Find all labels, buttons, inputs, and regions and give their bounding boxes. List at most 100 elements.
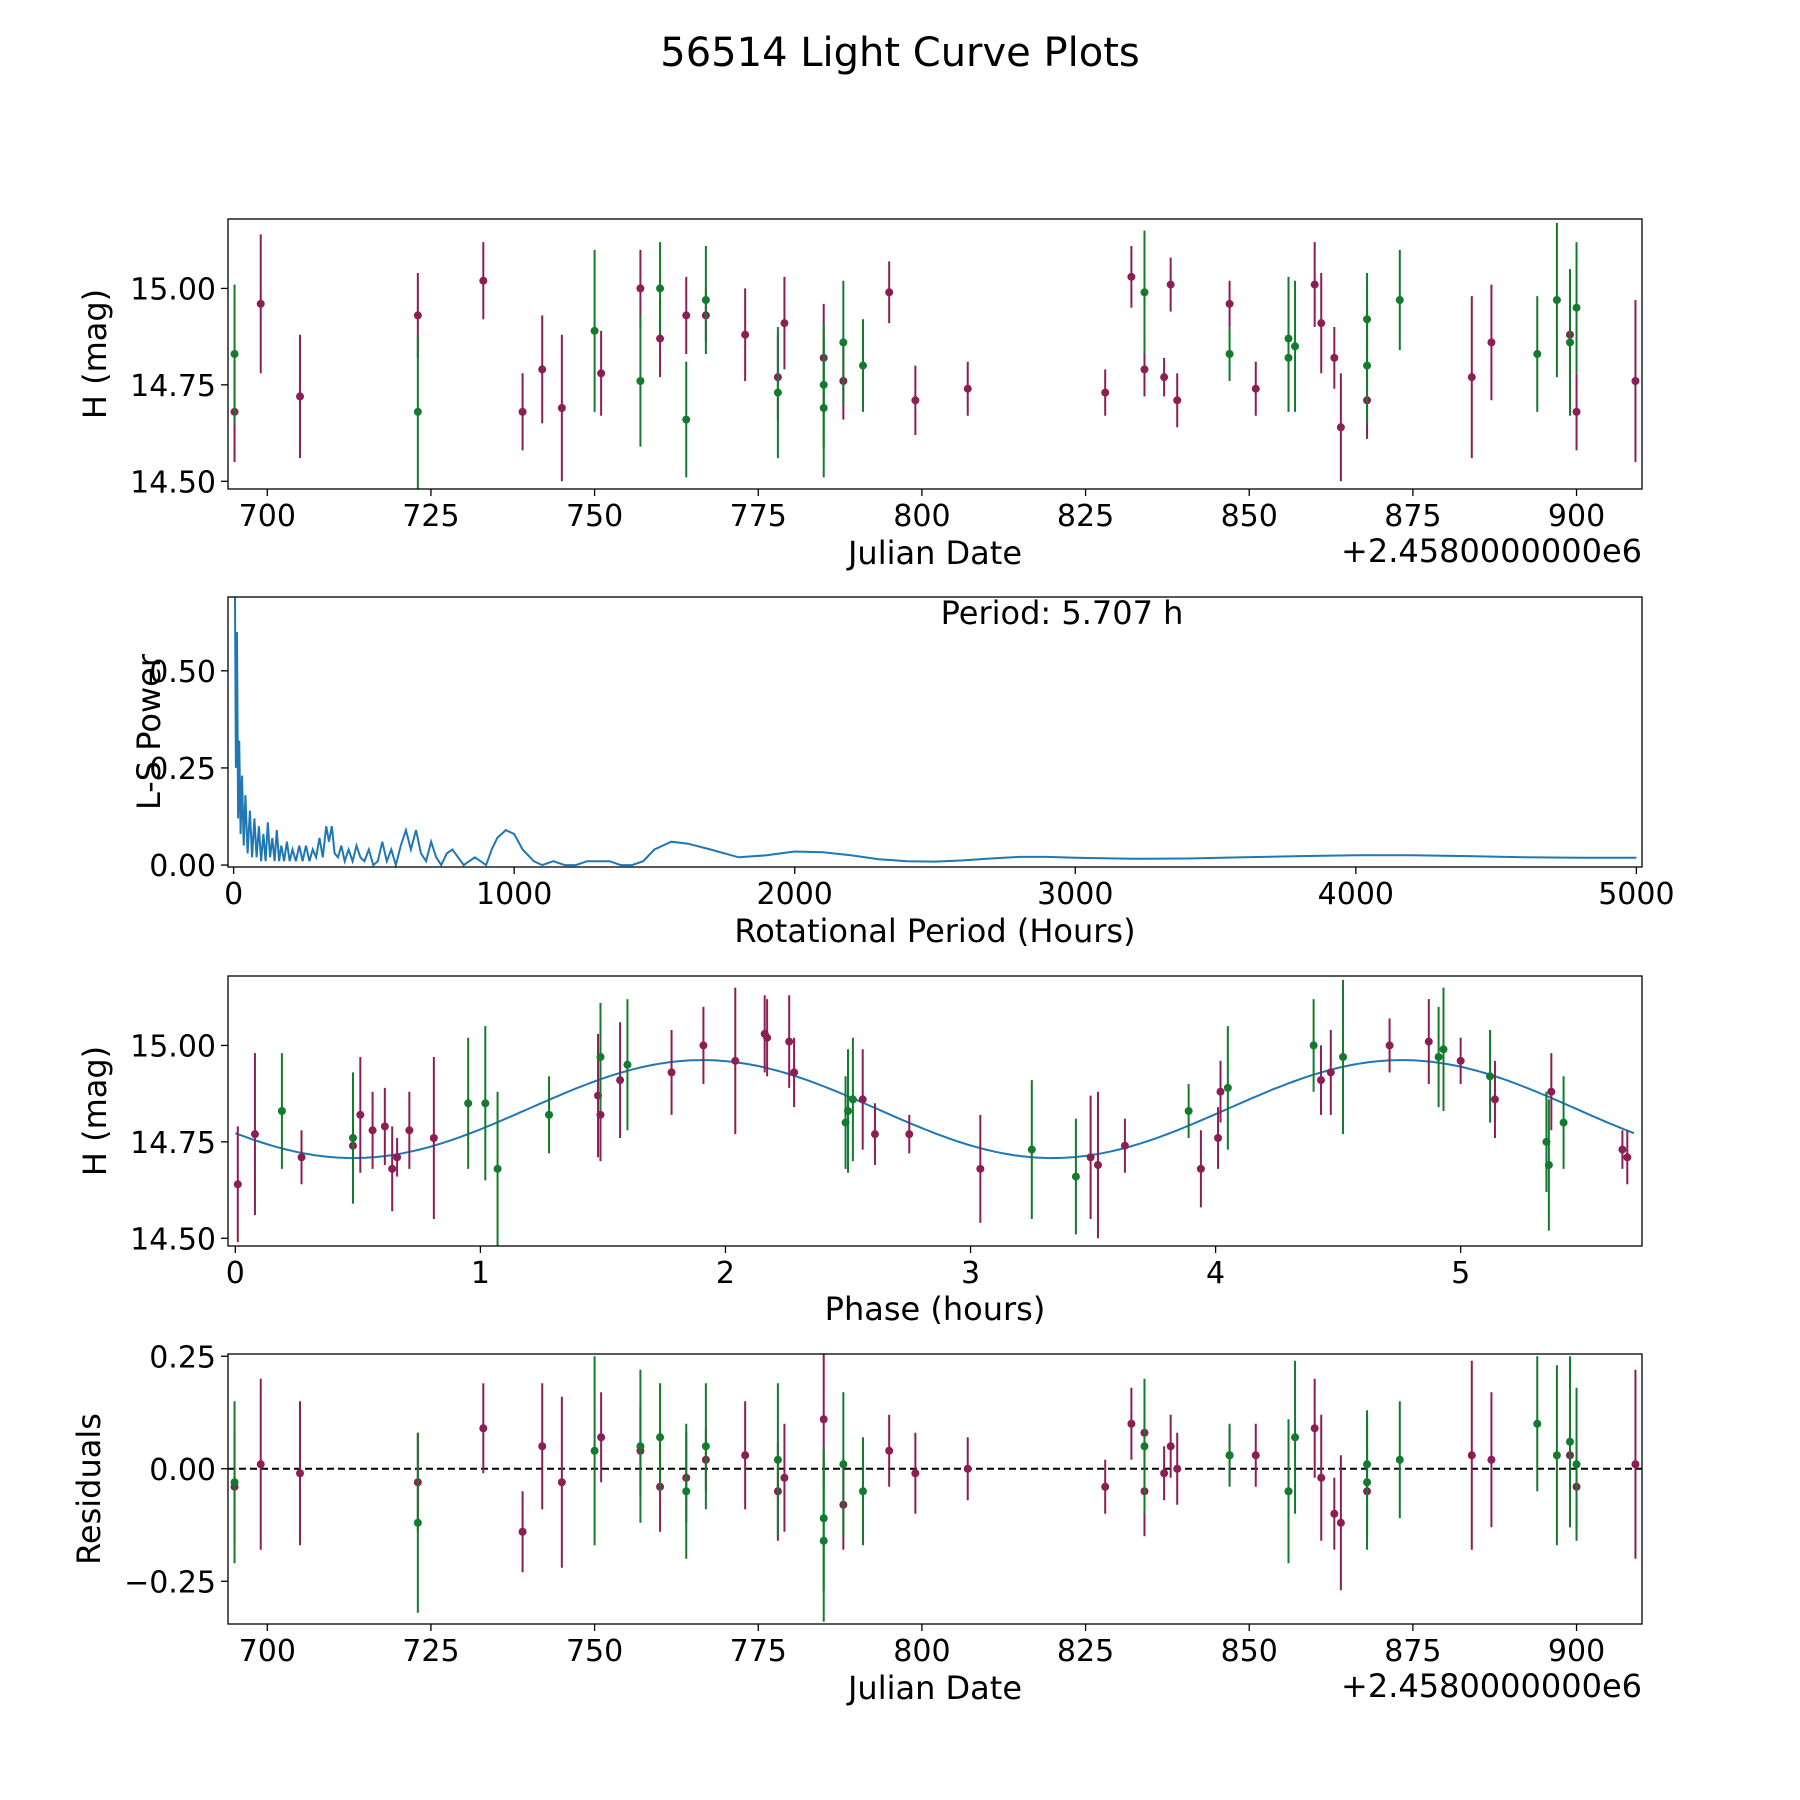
lightcurve-x-offset: +2.4580000000e6	[1341, 532, 1642, 570]
filter_a-point	[1467, 373, 1476, 382]
filter_a-point	[731, 1056, 740, 1065]
filter_a-point	[1166, 280, 1175, 289]
x-tick-label: 825	[1057, 499, 1114, 534]
filter_a-point	[1101, 388, 1110, 397]
filter_b-point	[773, 1455, 782, 1464]
filter_b-point	[545, 1110, 554, 1119]
filter_b-point	[1284, 353, 1293, 362]
filter_b-point	[682, 415, 691, 424]
periodogram-marks	[234, 596, 1637, 869]
filter_b-point	[413, 407, 422, 416]
filter_a-point	[976, 1164, 985, 1173]
filter_b-point	[819, 404, 828, 412]
filter_b-point	[1225, 1451, 1234, 1460]
filter_a-point	[479, 276, 488, 285]
filter_a-point	[858, 1095, 867, 1104]
filter_b-point	[1071, 1172, 1080, 1181]
residuals-x-offset: +2.4580000000e6	[1341, 1667, 1642, 1705]
y-tick-label: 0.00	[149, 849, 216, 884]
filter_a-point	[518, 407, 527, 416]
filter_b-point	[701, 1442, 710, 1451]
filter_b-point	[1184, 1107, 1193, 1115]
filter_a-point	[1160, 1469, 1169, 1478]
periodogram-panel: 0 1000 2000 3000 4000 5000 0.00 0.25 0.50 Period…	[130, 594, 1675, 950]
filter_a-point	[250, 1130, 259, 1139]
filter_b-point	[1552, 1451, 1561, 1460]
filter_b-point	[413, 1518, 422, 1527]
y-tick-label: 0.50	[149, 655, 216, 690]
filter_b-point	[230, 1478, 239, 1487]
filter_b-point	[1395, 1455, 1404, 1464]
filter_b-point	[1291, 342, 1300, 351]
filter_a-point	[1310, 1424, 1319, 1433]
filter_b-point	[623, 1060, 632, 1069]
filter_a-point	[296, 1469, 305, 1478]
filter_a-point	[656, 334, 665, 343]
filter_a-point	[429, 1134, 438, 1142]
filter_a-point	[557, 1478, 566, 1487]
filter_a-point	[1631, 377, 1640, 385]
filter_a-point	[763, 1033, 772, 1042]
filter_a-point	[393, 1153, 402, 1162]
filter_a-point	[1456, 1056, 1465, 1065]
filter_b-point	[839, 1460, 848, 1469]
filter_a-point	[963, 384, 972, 393]
filter_a-point	[1251, 384, 1260, 393]
lightcurve-panel: 700 725 750 775 800 825 850 875 900 14.50 14.75 15.…	[76, 218, 1643, 572]
filter_b-point	[1363, 1478, 1372, 1487]
period-annotation: Period: 5.707 h	[941, 594, 1184, 632]
filter_b-point	[701, 296, 710, 304]
filter_a-point	[1631, 1460, 1640, 1469]
periodogram-ticks: 0 1000 2000 3000 4000 5000 0.00 0.25 0.50	[149, 655, 1674, 912]
filter_b-point	[493, 1164, 502, 1173]
filter_b-point	[1291, 1433, 1300, 1442]
x-tick-label: 3	[961, 1256, 980, 1291]
x-tick-label: 1000	[476, 877, 552, 912]
filter_b-point	[481, 1099, 490, 1108]
filter_b-point	[1572, 1460, 1581, 1469]
x-tick-label: 5	[1451, 1256, 1470, 1291]
filter_b-point	[819, 1536, 828, 1545]
filter_a-point	[479, 1424, 488, 1433]
x-tick-label: 850	[1221, 499, 1278, 534]
filter_b-point	[1395, 296, 1404, 304]
filter_b-point	[1565, 338, 1574, 347]
x-tick-label: 2000	[757, 877, 833, 912]
filter_a-point	[1623, 1153, 1632, 1162]
x-tick-label: 725	[402, 499, 459, 534]
filter_a-point	[1326, 1068, 1335, 1077]
filter_a-point	[538, 365, 547, 374]
filter_a-point	[518, 1527, 527, 1536]
filter_a-point	[1385, 1041, 1394, 1050]
x-tick-label: 775	[730, 1634, 787, 1669]
filter_b-point	[1284, 1487, 1293, 1496]
residuals-xlabel: Julian Date	[846, 1669, 1022, 1707]
x-tick-label: 775	[730, 499, 787, 534]
filter_a-point	[1330, 353, 1339, 362]
filter_a-point	[1160, 373, 1169, 382]
filter_b-point	[590, 326, 599, 335]
filter_b-point	[1223, 1083, 1232, 1092]
filter_a-point	[682, 311, 691, 320]
filter_b-point	[464, 1099, 473, 1108]
phased-panel: 0 1 2 3 4 5 14.50 14.75 15.00 Phase (hours) H (m…	[76, 975, 1643, 1328]
model-fit-curve	[235, 1059, 1635, 1160]
filter_a-point	[667, 1068, 676, 1077]
residuals-ylabel: Residuals	[70, 1413, 108, 1565]
filter_a-point	[1120, 1141, 1129, 1150]
y-tick-label: 0.00	[149, 1453, 216, 1488]
filter_b-point	[1559, 1118, 1568, 1127]
filter_a-point	[597, 1433, 606, 1442]
x-tick-label: 825	[1057, 1634, 1114, 1669]
phased-ticks: 0 1 2 3 4 5 14.50 14.75 15.00	[130, 1029, 1470, 1291]
x-tick-label: 3000	[1037, 877, 1113, 912]
filter_b-point	[839, 338, 848, 347]
filter_a-point	[1424, 1037, 1433, 1046]
y-tick-label: −0.25	[124, 1565, 216, 1600]
filter_a-point	[636, 284, 645, 293]
x-tick-label: 875	[1384, 499, 1441, 534]
filter_a-point	[741, 330, 750, 339]
filter_a-point	[1547, 1087, 1556, 1096]
filter_a-point	[356, 1110, 365, 1119]
